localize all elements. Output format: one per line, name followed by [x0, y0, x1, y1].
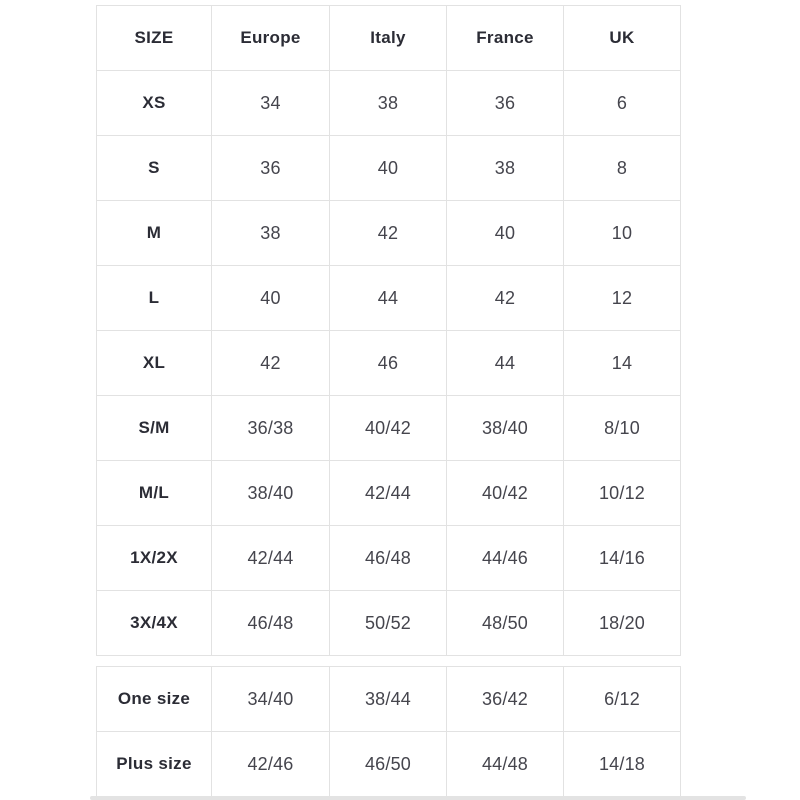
table-cell: 10 [563, 200, 681, 266]
table-row-xs: XS 34 38 36 6 [96, 70, 681, 136]
table-cell: 38 [446, 135, 564, 201]
size-label: XL [96, 330, 212, 396]
table-cell: 14 [563, 330, 681, 396]
table-cell: 8 [563, 135, 681, 201]
table-row-1x-2x: 1X/2X 42/44 46/48 44/46 14/16 [96, 525, 681, 591]
table-row-3x-4x: 3X/4X 46/48 50/52 48/50 18/20 [96, 590, 681, 656]
table-cell: 36 [211, 135, 330, 201]
size-label: Plus size [96, 731, 212, 797]
table-cell: 40 [329, 135, 447, 201]
size-label: 1X/2X [96, 525, 212, 591]
table-cell: 36 [446, 70, 564, 136]
table-cell: 40 [211, 265, 330, 331]
table-cell: 46/50 [329, 731, 447, 797]
table-cell: 46/48 [329, 525, 447, 591]
table-cell: 8/10 [563, 395, 681, 461]
column-header-france: France [446, 5, 564, 71]
table-cell: 18/20 [563, 590, 681, 656]
table-cell: 14/16 [563, 525, 681, 591]
table-cell: 36/38 [211, 395, 330, 461]
table-cell: 46/48 [211, 590, 330, 656]
size-label: S [96, 135, 212, 201]
table-row-xl: XL 42 46 44 14 [96, 330, 681, 396]
size-label: M/L [96, 460, 212, 526]
table-cell: 34/40 [211, 666, 330, 732]
table-cell: 40/42 [446, 460, 564, 526]
table-cell: 40/42 [329, 395, 447, 461]
column-header-europe: Europe [211, 5, 330, 71]
size-label: One size [96, 666, 212, 732]
table-cell: 34 [211, 70, 330, 136]
table-cell: 42 [211, 330, 330, 396]
size-conversion-table: SIZE Europe Italy France UK XS 34 38 36 … [96, 5, 681, 656]
table-cell: 42/46 [211, 731, 330, 797]
table-cell: 14/18 [563, 731, 681, 797]
table-cell: 44/46 [446, 525, 564, 591]
size-label: XS [96, 70, 212, 136]
size-label: M [96, 200, 212, 266]
one-size-plus-size-table: One size 34/40 38/44 36/42 6/12 Plus siz… [96, 666, 681, 797]
horizontal-scrollbar[interactable] [90, 796, 746, 800]
table-cell: 38 [211, 200, 330, 266]
table-row-plus-size: Plus size 42/46 46/50 44/48 14/18 [96, 731, 681, 797]
table-cell: 44 [329, 265, 447, 331]
table-cell: 50/52 [329, 590, 447, 656]
table-row-one-size: One size 34/40 38/44 36/42 6/12 [96, 666, 681, 732]
table-cell: 40 [446, 200, 564, 266]
column-header-size: SIZE [96, 5, 212, 71]
table-row-m-l: M/L 38/40 42/44 40/42 10/12 [96, 460, 681, 526]
table-row-s-m: S/M 36/38 40/42 38/40 8/10 [96, 395, 681, 461]
table-cell: 42 [446, 265, 564, 331]
column-header-italy: Italy [329, 5, 447, 71]
table-row-l: L 40 44 42 12 [96, 265, 681, 331]
table-cell: 42 [329, 200, 447, 266]
table-row-m: M 38 42 40 10 [96, 200, 681, 266]
table-cell: 10/12 [563, 460, 681, 526]
table-cell: 6/12 [563, 666, 681, 732]
size-label: S/M [96, 395, 212, 461]
size-label: 3X/4X [96, 590, 212, 656]
table-cell: 44 [446, 330, 564, 396]
table-cell: 44/48 [446, 731, 564, 797]
header-row: SIZE Europe Italy France UK [96, 5, 681, 71]
size-label: L [96, 265, 212, 331]
table-cell: 38/40 [211, 460, 330, 526]
column-header-uk: UK [563, 5, 681, 71]
table-row-s: S 36 40 38 8 [96, 135, 681, 201]
table-cell: 12 [563, 265, 681, 331]
table-cell: 46 [329, 330, 447, 396]
table-cell: 42/44 [329, 460, 447, 526]
table-cell: 48/50 [446, 590, 564, 656]
table-cell: 38/44 [329, 666, 447, 732]
table-cell: 38 [329, 70, 447, 136]
table-cell: 42/44 [211, 525, 330, 591]
table-cell: 36/42 [446, 666, 564, 732]
table-cell: 38/40 [446, 395, 564, 461]
table-cell: 6 [563, 70, 681, 136]
